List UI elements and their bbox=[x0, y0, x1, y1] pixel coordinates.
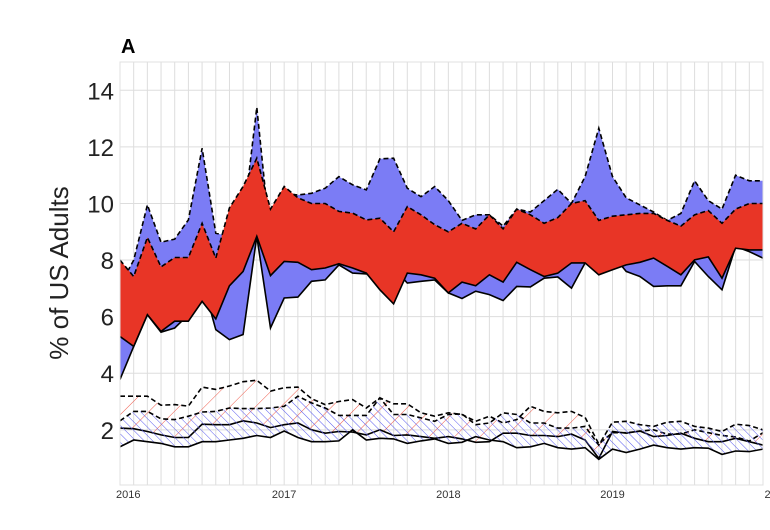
y-tick-label: 14 bbox=[87, 78, 114, 105]
y-axis-label: % of US Adults bbox=[44, 186, 74, 359]
red-solid-band bbox=[120, 155, 763, 348]
y-tick-label: 4 bbox=[101, 361, 114, 388]
y-tick-label: 8 bbox=[101, 248, 114, 275]
x-tick-label: 2019 bbox=[600, 489, 624, 501]
blue-hatched-band-upper-line bbox=[120, 395, 763, 447]
blue-hatched-band-fill bbox=[120, 396, 763, 460]
x-tick-label: 2017 bbox=[272, 489, 296, 501]
bands bbox=[120, 107, 763, 461]
y-axis-ticks: 2 4 6 8 10 12 14 bbox=[87, 78, 114, 445]
plot-frame bbox=[119, 61, 764, 486]
blue-hatched-band-lower-line bbox=[120, 428, 763, 461]
y-tick-label: 6 bbox=[101, 305, 114, 332]
red-solid-band-lower-line bbox=[120, 233, 763, 348]
y-tick-label: 2 bbox=[101, 418, 114, 445]
panel-label: A bbox=[121, 36, 135, 58]
red-solid-band-upper-line bbox=[120, 155, 763, 279]
x-tick-label: 2018 bbox=[436, 489, 460, 501]
y-tick-label: 12 bbox=[87, 135, 114, 162]
blue-hatched-band bbox=[120, 395, 763, 461]
y-tick-label: 10 bbox=[87, 191, 114, 218]
x-axis-ticks: 2016 2017 2018 2019 2020 bbox=[116, 489, 770, 501]
x-tick-label: 2016 bbox=[116, 489, 140, 501]
x-tick-label: 2020 bbox=[764, 489, 770, 501]
red-solid-band-fill bbox=[120, 158, 763, 347]
